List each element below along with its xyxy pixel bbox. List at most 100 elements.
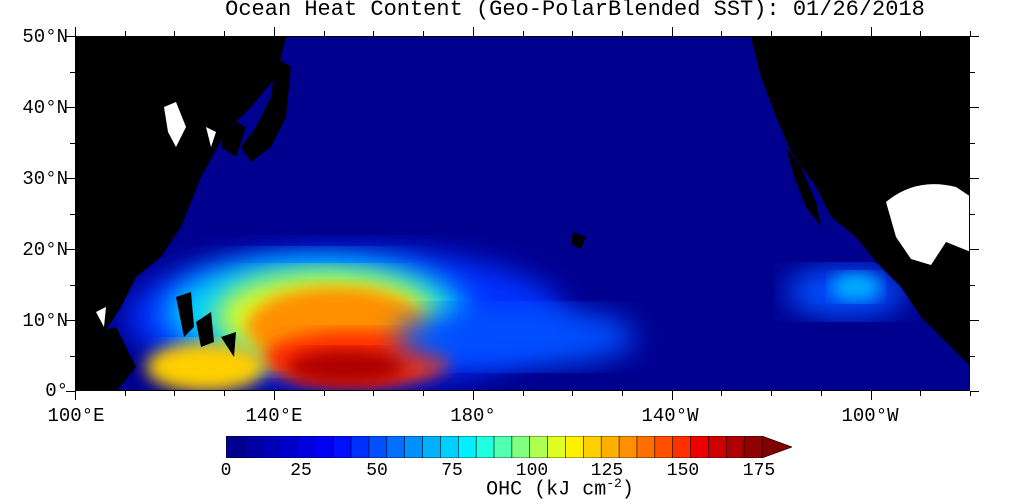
lat-tick: [66, 391, 75, 392]
lon-tick: [771, 31, 773, 36]
lon-label-140e: 140°E: [245, 405, 303, 427]
colorbar-segment: [243, 436, 263, 458]
lon-tick: [621, 391, 623, 396]
lat-tick: [970, 391, 979, 392]
lat-tick: [970, 213, 975, 215]
map-title: Ocean Heat Content (Geo-PolarBlended SST…: [225, 0, 925, 22]
lon-label-180: 180°: [450, 405, 496, 427]
map-canvas: [76, 37, 969, 390]
lon-tick: [870, 391, 872, 400]
colorbar-segment: [725, 436, 745, 458]
lat-tick: [66, 320, 75, 321]
missing-data: [96, 102, 969, 327]
lon-tick: [771, 391, 773, 396]
colorbar-title-close: ): [621, 478, 634, 502]
lat-tick: [970, 71, 975, 73]
colorbar-segment: [547, 436, 567, 458]
colorbar-tick-label: 0: [220, 461, 232, 481]
lat-tick: [70, 71, 75, 73]
colorbar-segment: [279, 436, 299, 458]
lon-tick: [920, 31, 922, 36]
lat-label-30n: 30°N: [22, 168, 68, 190]
lon-tick: [373, 31, 375, 36]
lat-tick: [970, 284, 975, 286]
colorbar-segment: [457, 436, 477, 458]
colorbar-segment: [386, 436, 406, 458]
lon-tick: [472, 391, 474, 400]
lon-label-140w: 140°W: [641, 405, 699, 427]
lon-tick: [124, 391, 126, 396]
colorbar-segment: [636, 436, 656, 458]
colorbar-segment: [475, 436, 495, 458]
colorbar-segment: [297, 436, 317, 458]
colorbar-segment: [350, 436, 370, 458]
colorbar-segment: [690, 436, 710, 458]
colorbar-tick-label: 150: [666, 461, 700, 481]
colorbar-segment: [529, 436, 549, 458]
colorbar-title-exponent: -2: [606, 476, 622, 491]
colorbar-segment: [226, 436, 245, 458]
lon-tick: [721, 391, 723, 396]
lon-tick: [970, 391, 971, 396]
colorbar-tick-label: 75: [441, 461, 463, 481]
lon-tick: [621, 31, 623, 36]
lat-label-50n: 50°N: [22, 26, 68, 48]
lat-label-10n: 10°N: [22, 310, 68, 332]
lon-tick: [174, 391, 176, 396]
lon-tick: [423, 391, 425, 396]
lon-tick: [174, 31, 176, 36]
colorbar-title-text: OHC (kJ cm: [486, 478, 607, 502]
lon-tick: [671, 391, 673, 400]
colorbar-segment: [404, 436, 424, 458]
lon-tick: [572, 31, 574, 36]
lat-tick: [66, 36, 75, 37]
lat-tick: [970, 107, 979, 108]
colorbar-segment: [368, 436, 388, 458]
land: [76, 37, 969, 390]
lat-label-20n: 20°N: [22, 239, 68, 261]
lat-tick: [970, 320, 979, 321]
lon-tick: [671, 27, 673, 36]
colorbar-segment: [618, 436, 638, 458]
lat-tick: [970, 36, 979, 37]
colorbar-tick-label: 100: [515, 461, 549, 481]
lon-tick: [124, 31, 126, 36]
lat-tick: [970, 142, 975, 144]
colorbar-segment: [743, 436, 763, 458]
colorbar-segment: [440, 436, 460, 458]
colorbar-tick-label: 25: [290, 461, 312, 481]
colorbar-segment: [708, 436, 728, 458]
lat-tick: [970, 178, 979, 179]
lon-tick: [472, 27, 474, 36]
lon-tick: [75, 391, 76, 400]
colorbar-segment: [654, 436, 674, 458]
lat-label-40n: 40°N: [22, 97, 68, 119]
lat-tick: [970, 355, 975, 357]
lon-tick: [920, 391, 922, 396]
lon-label-100w: 100°W: [841, 405, 899, 427]
lon-tick: [224, 391, 226, 396]
lat-tick: [70, 142, 75, 144]
lat-tick: [70, 284, 75, 286]
colorbar-segment: [600, 436, 620, 458]
colorbar-title: OHC (kJ cm-2): [486, 476, 634, 502]
lon-tick: [820, 391, 822, 396]
colorbar-segment: [315, 436, 335, 458]
colorbar-segment: [422, 436, 442, 458]
lat-tick: [70, 213, 75, 215]
lon-tick: [721, 31, 723, 36]
lon-tick: [870, 27, 872, 36]
lon-tick: [820, 31, 822, 36]
colorbar-segment: [672, 436, 692, 458]
colorbar-segment: [493, 436, 513, 458]
lon-tick: [572, 391, 574, 396]
colorbar-segment: [332, 436, 352, 458]
lon-tick: [373, 391, 375, 396]
lon-tick: [522, 31, 524, 36]
lon-tick: [423, 31, 425, 36]
lat-tick: [66, 249, 75, 250]
lon-tick: [75, 27, 76, 36]
lon-label-100e: 100°E: [47, 405, 105, 427]
colorbar-segment: [261, 436, 281, 458]
colorbar-extend-arrow: [761, 436, 792, 458]
